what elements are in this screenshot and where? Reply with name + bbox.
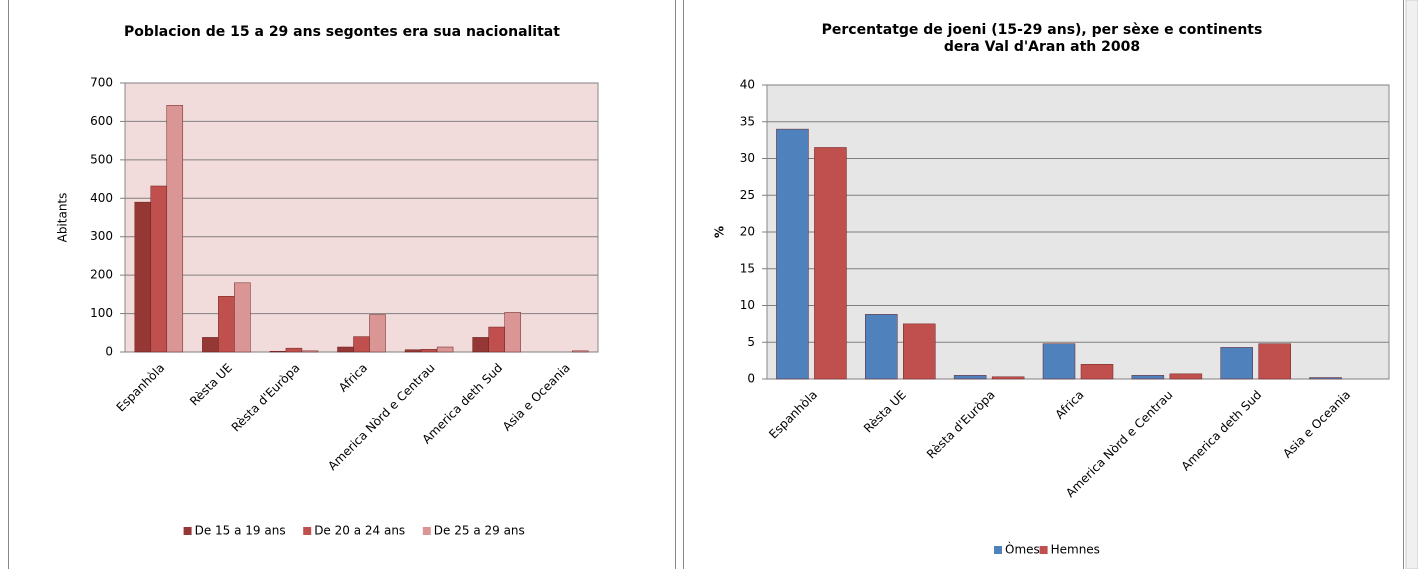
bar (991, 376, 1025, 380)
bar (150, 185, 168, 353)
bar (301, 350, 319, 353)
bar (776, 128, 809, 380)
y-tick-label: 300 (90, 229, 113, 243)
plot-area (124, 82, 599, 353)
bar (488, 326, 505, 353)
bar (472, 337, 489, 353)
y-tick-label: 100 (90, 306, 113, 320)
legend-label: Hemnes (1051, 543, 1100, 557)
y-tick-label: 5 (747, 335, 755, 349)
chart-title: Percentatge de joeni (15-29 ans), per sè… (822, 22, 1263, 38)
y-tick-label: 700 (90, 76, 113, 90)
bar (865, 314, 898, 380)
bar (166, 105, 184, 353)
legend-swatch (1039, 546, 1048, 554)
legend-label: De 15 a 19 ans (195, 524, 286, 538)
bar (353, 336, 370, 353)
bar (337, 346, 354, 353)
y-tick-label: 20 (740, 225, 755, 239)
chart-title: Poblacion de 15 a 29 ans segontes era su… (124, 24, 560, 40)
bar (404, 349, 422, 353)
bar (903, 323, 936, 380)
bar (218, 296, 235, 353)
legend-swatch (422, 527, 431, 535)
y-tick-label: 10 (740, 298, 755, 312)
bar (420, 349, 438, 353)
bar (134, 201, 152, 353)
bar (1309, 377, 1342, 380)
bar (369, 314, 386, 353)
legend-label: De 20 a 24 ans (314, 524, 405, 538)
bar (436, 346, 454, 353)
legend-swatch (994, 546, 1002, 554)
bar (285, 347, 303, 353)
y-tick-label: 35 (740, 114, 755, 128)
bar (504, 312, 521, 353)
bar (269, 350, 287, 353)
y-tick-label: 600 (90, 114, 113, 128)
y-tick-label: 0 (747, 372, 755, 386)
bar (814, 147, 847, 380)
y-tick-label: 15 (740, 261, 755, 275)
y-tick-label: 500 (90, 152, 113, 166)
bar (1042, 343, 1076, 380)
bar (234, 282, 251, 353)
bar (1220, 347, 1253, 380)
y-axis-label: % (713, 226, 727, 238)
bar (1131, 375, 1165, 380)
y-tick-label: 30 (740, 151, 755, 165)
bar (1169, 373, 1203, 380)
bar (202, 337, 219, 353)
y-tick-label: 40 (740, 78, 755, 92)
bar (953, 375, 987, 380)
legend-label: De 25 a 29 ans (434, 524, 525, 538)
chart-title: dera Val d'Aran ath 2008 (944, 39, 1140, 55)
legend-swatch (183, 527, 192, 535)
y-tick-label: 400 (90, 191, 113, 205)
legend-label: Òmes (1005, 542, 1040, 557)
bar (1080, 364, 1114, 380)
bar (1258, 343, 1291, 380)
y-tick-label: 25 (740, 188, 755, 202)
bar (571, 350, 589, 353)
y-tick-label: 0 (105, 345, 113, 359)
y-axis-label: Abitants (56, 193, 70, 243)
scrollbar (1405, 0, 1418, 570)
y-tick-label: 200 (90, 268, 113, 282)
legend-swatch (303, 527, 312, 535)
